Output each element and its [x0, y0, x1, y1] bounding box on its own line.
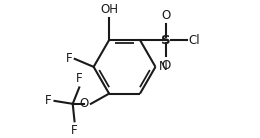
Text: F: F [76, 72, 83, 85]
Text: F: F [66, 52, 73, 65]
Text: F: F [71, 124, 78, 137]
Text: Cl: Cl [189, 34, 200, 47]
Text: N: N [159, 60, 168, 73]
Text: O: O [161, 59, 171, 72]
Text: OH: OH [100, 3, 118, 16]
Text: O: O [161, 9, 171, 22]
Text: F: F [45, 94, 52, 107]
Text: S: S [161, 34, 171, 47]
Text: O: O [79, 97, 88, 110]
